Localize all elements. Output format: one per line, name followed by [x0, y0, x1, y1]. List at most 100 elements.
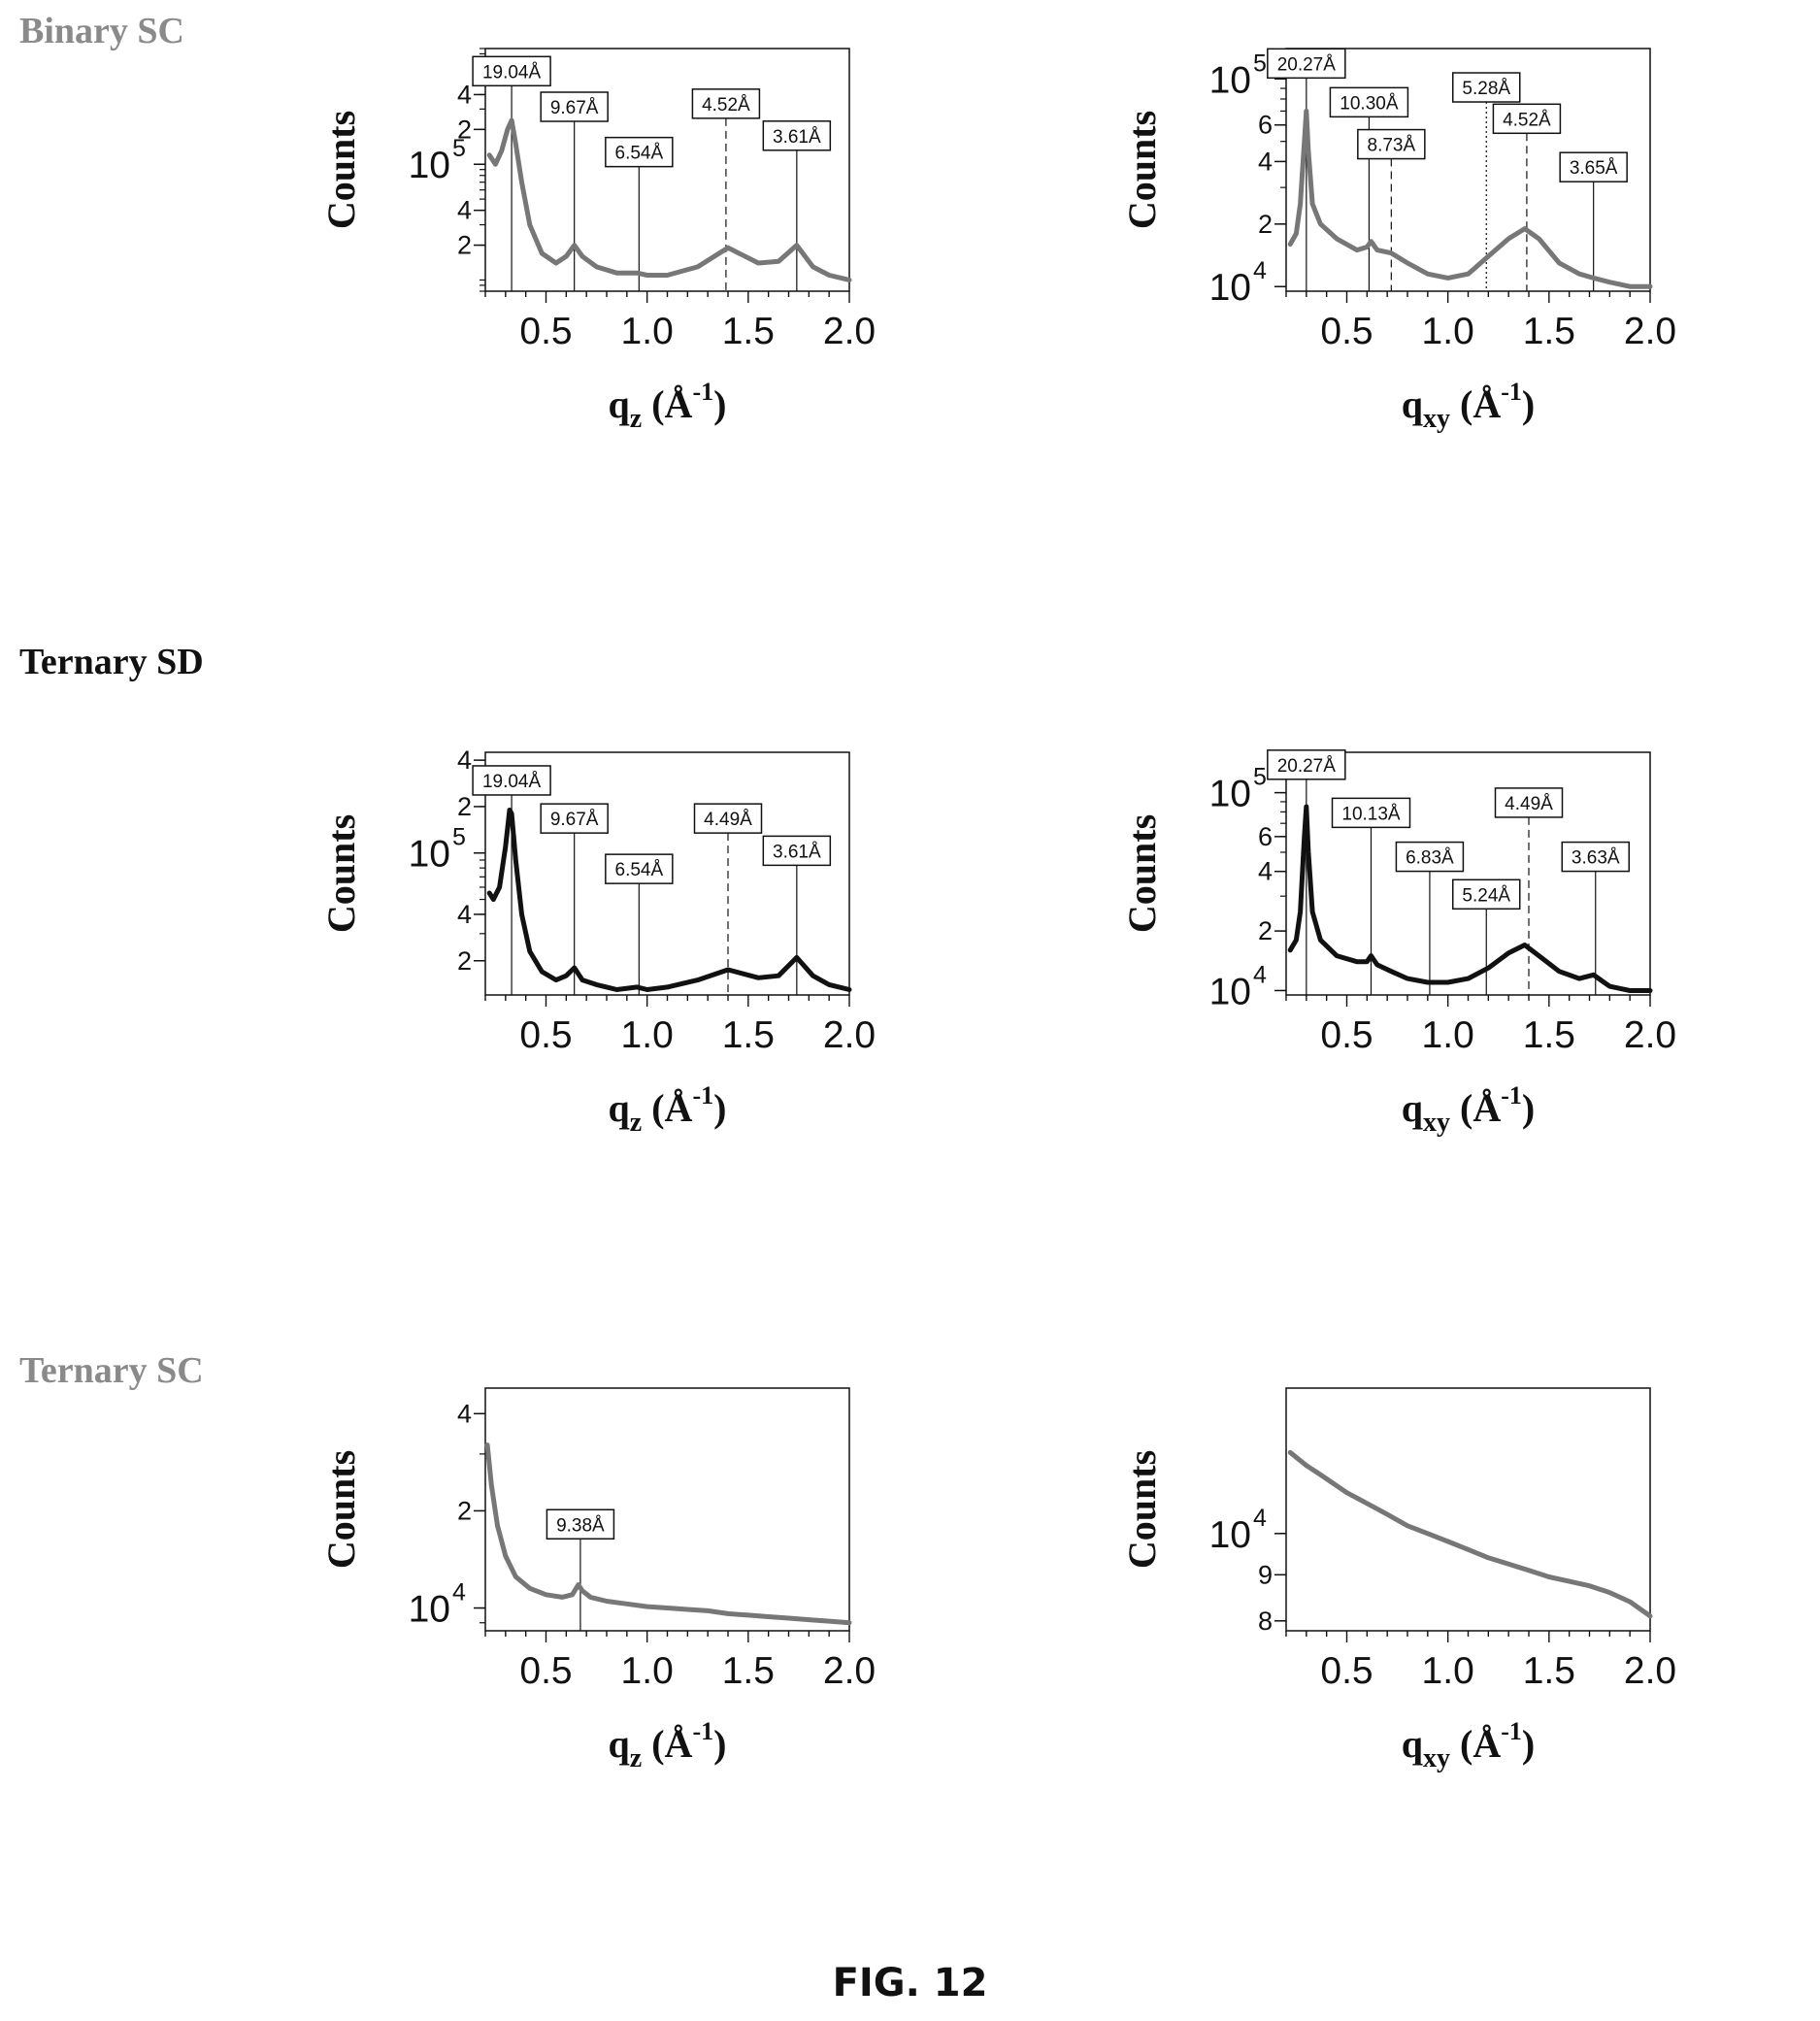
y-tick-exponent: 5 — [1253, 764, 1267, 791]
y-tick-label: 9 — [1258, 1560, 1273, 1589]
peak-label-box — [762, 120, 832, 151]
plot-frame — [1285, 1387, 1651, 1632]
y-tick-label: 10 — [409, 145, 450, 186]
x-tick-label: 2.0 — [1624, 1650, 1676, 1692]
peak-label-text: 3.65Å — [1570, 158, 1618, 179]
y-tick-exponent: 5 — [1253, 50, 1267, 77]
peak-label-text: 9.67Å — [550, 98, 599, 118]
peak-label-text: 10.30Å — [1340, 93, 1399, 114]
y-tick-label: 4 — [1258, 147, 1273, 176]
y-tick-label: 4 — [457, 1399, 472, 1428]
peak-label-box — [693, 803, 763, 834]
peak-label: 6.54Å — [605, 136, 674, 168]
peak-label-text: 9.67Å — [550, 810, 599, 830]
peak-label-box — [691, 88, 761, 119]
peak-label-text: 5.28Å — [1462, 79, 1510, 99]
x-tick-label: 1.5 — [1523, 1014, 1575, 1056]
peak-label: 5.24Å — [1452, 878, 1521, 911]
peak-label-text: 3.63Å — [1572, 848, 1620, 869]
x-tick-label: 0.5 — [1320, 1014, 1373, 1056]
y-tick-label: 10 — [409, 834, 450, 876]
y-tick-label: 10 — [1209, 267, 1251, 309]
y-tick-exponent: 4 — [1253, 1505, 1267, 1532]
peak-label-box — [1395, 841, 1465, 873]
peak-label-box — [540, 91, 609, 122]
data-series-line — [484, 1442, 852, 1626]
y-tick-label: 10 — [1209, 971, 1251, 1012]
y-tick-exponent: 4 — [1253, 257, 1267, 284]
peak-label: 4.49Å — [1494, 787, 1564, 818]
row-label-ternary-sd: Ternary SD — [19, 642, 204, 682]
peak-label-box — [1267, 48, 1346, 80]
peak-label-text: 9.38Å — [556, 1515, 605, 1536]
y-axis-label: Counts — [319, 814, 363, 933]
y-tick-label: 10 — [1209, 59, 1251, 101]
peak-label: 3.61Å — [762, 835, 832, 867]
peak-label-box — [1267, 749, 1346, 780]
peak-label-text: 4.49Å — [1505, 794, 1553, 814]
y-tick-exponent: 5 — [452, 824, 466, 851]
x-tick-label: 2.0 — [823, 311, 876, 352]
peak-label: 20.27Å — [1267, 48, 1346, 80]
y-tick-label: 2 — [457, 231, 472, 260]
peak-label-box — [1452, 72, 1521, 103]
x-tick-label: 0.5 — [1320, 1650, 1373, 1692]
peak-label: 9.67Å — [540, 803, 609, 834]
peak-label-box — [1357, 128, 1426, 160]
peak-label-text: 6.54Å — [615, 144, 664, 164]
peak-label-text: 6.83Å — [1406, 848, 1454, 869]
peak-label-box — [472, 55, 551, 87]
y-axis-label: Counts — [319, 111, 363, 229]
peak-label-text: 3.61Å — [773, 842, 821, 862]
peak-label: 6.54Å — [605, 853, 674, 884]
x-tick-label: 1.5 — [1523, 311, 1575, 352]
y-axis-label: Counts — [1120, 814, 1164, 933]
peak-label-text: 19.04Å — [482, 62, 542, 83]
peak-label-text: 4.52Å — [1503, 110, 1551, 130]
chart-ternary-sc-qxy: 8 910 4 0.5 1.0 1.5 2.0 Counts qxy (Å-1) — [1120, 1387, 1676, 1773]
peak-label: 8.73Å — [1357, 128, 1426, 160]
x-tick-label: 1.5 — [722, 311, 775, 352]
x-tick-label: 1.0 — [1422, 1014, 1474, 1056]
peak-label-text: 4.52Å — [702, 95, 750, 116]
y-tick-label: 8 — [1258, 1607, 1273, 1636]
peak-label-text: 8.73Å — [1368, 136, 1416, 156]
x-axis-label: qxy (Å-1) — [1402, 378, 1535, 434]
x-tick-label: 1.5 — [722, 1650, 775, 1692]
peak-label-box — [1559, 151, 1628, 182]
peak-label-box — [1494, 787, 1564, 818]
x-tick-label: 1.5 — [722, 1014, 775, 1056]
peak-label-box — [1452, 878, 1521, 911]
peak-label-text: 6.54Å — [615, 860, 664, 880]
peak-label-box — [1492, 103, 1562, 135]
x-tick-label: 0.5 — [519, 311, 572, 352]
y-tick-label: 6 — [1258, 111, 1273, 140]
y-tick-label: 6 — [1258, 822, 1273, 851]
data-series-line — [1287, 1449, 1653, 1619]
x-tick-label: 0.5 — [1320, 311, 1373, 352]
x-tick-label: 1.0 — [1422, 1650, 1474, 1692]
y-tick-label: 2 — [457, 792, 472, 821]
data-series-line — [486, 117, 852, 282]
peak-label: 3.65Å — [1559, 151, 1628, 182]
x-axis-label: qxy (Å-1) — [1402, 1081, 1535, 1138]
y-tick-label: 2 — [457, 946, 472, 976]
x-axis-label: qz (Å-1) — [609, 1081, 727, 1138]
peak-label-box — [1329, 86, 1409, 118]
peak-label-text: 19.04Å — [482, 772, 542, 792]
x-tick-label: 2.0 — [1624, 1014, 1676, 1056]
peak-label-text: 10.13Å — [1341, 804, 1401, 824]
peak-label-box — [605, 853, 674, 884]
row-label-ternary-sc: Ternary SC — [19, 1350, 204, 1391]
y-axis-label: Counts — [1120, 111, 1164, 229]
peak-label-text: 20.27Å — [1277, 54, 1337, 75]
peak-label: 19.04Å — [472, 55, 551, 87]
x-tick-label: 2.0 — [823, 1014, 876, 1056]
peak-label-box — [1561, 841, 1630, 873]
y-tick-exponent: 5 — [452, 135, 466, 162]
x-tick-label: 1.0 — [621, 1014, 674, 1056]
y-tick-label: 2 — [457, 1496, 472, 1525]
y-tick-label: 2 — [1258, 916, 1273, 945]
